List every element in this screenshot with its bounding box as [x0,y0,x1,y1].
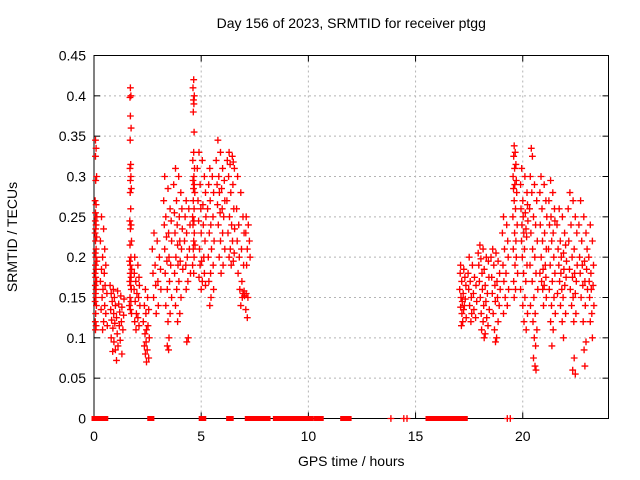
y-tick-label: 0 [78,411,86,427]
tick-labels: 0 5 10 15 20 0 0.05 0.1 0.15 0.2 0.25 0.3 0.35 0.4 0.4… [59,48,531,445]
data-points [91,76,598,422]
x-tick-label: 20 [515,428,531,444]
y-tick-label: 0.05 [59,370,86,386]
zero-run [248,416,257,421]
y-axis-label: SRMTID / TECUs [4,182,20,292]
y-tick-label: 0.1 [67,330,87,346]
zero-run [314,416,321,421]
zero-run [344,416,352,421]
zero-run [306,416,314,421]
zero-run [198,416,207,421]
zero-run [91,416,109,421]
y-tick-label: 0.25 [59,209,86,225]
zero-run [276,416,284,421]
zero-run [252,416,261,421]
y-tick-label: 0.4 [67,88,87,104]
zero-run [256,416,271,421]
zero-run [294,416,311,421]
zero-run [317,416,324,421]
zero-run [340,416,347,421]
y-tick-label: 0.15 [59,290,86,306]
x-axis-label: GPS time / hours [298,453,405,469]
y-tick-label: 0.35 [59,128,86,144]
x-tick-label: 10 [301,428,317,444]
zero-run [147,416,155,421]
zero-run [226,416,234,421]
zero-run-markers [91,416,468,421]
y-tick-label: 0.2 [67,249,87,265]
y-tick-label: 0.3 [67,169,87,185]
y-tick-label: 0.45 [59,48,86,64]
zero-run [425,416,447,421]
chart-title: Day 156 of 2023, SRMTID for receiver ptg… [217,15,486,31]
x-tick-label: 0 [90,428,98,444]
zero-run [443,416,468,421]
x-tick-label: 5 [197,428,205,444]
zero-run [281,416,297,421]
x-tick-label: 15 [408,428,424,444]
